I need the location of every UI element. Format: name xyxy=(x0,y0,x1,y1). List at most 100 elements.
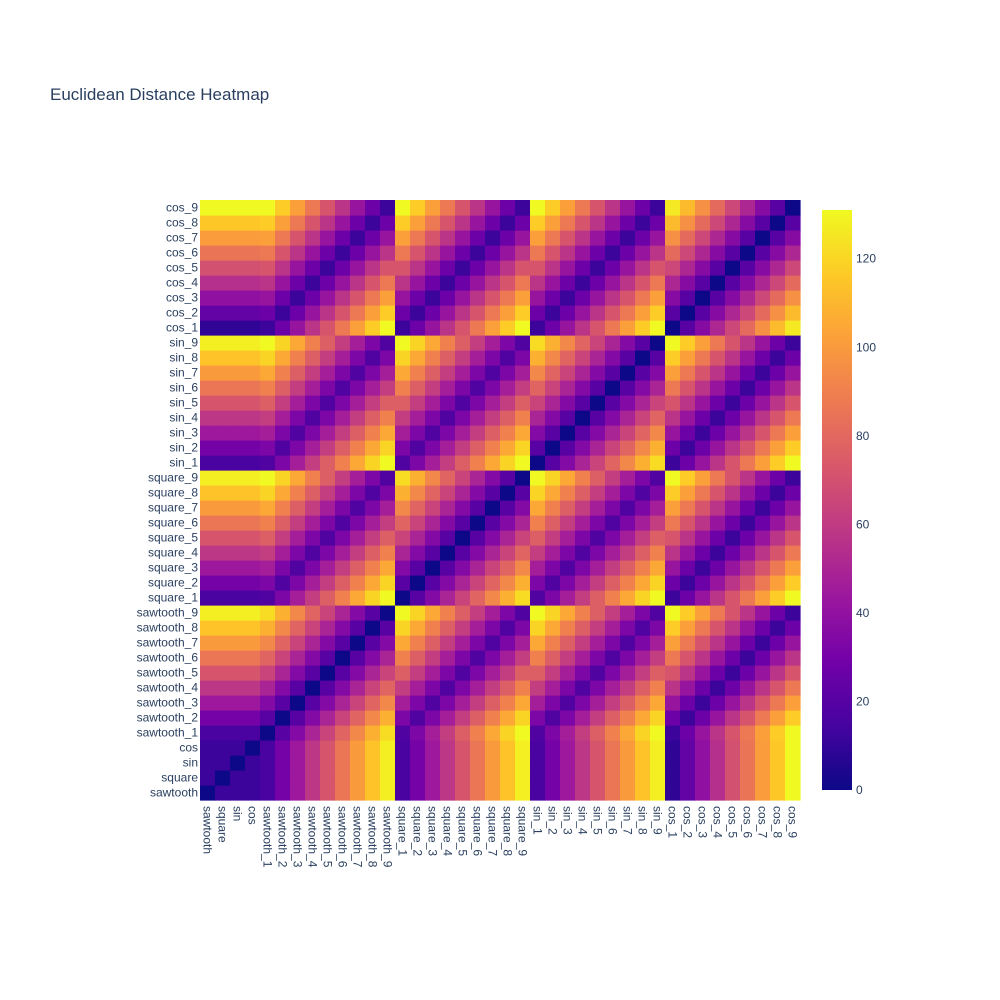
heatmap-cell xyxy=(635,230,651,246)
heatmap-cell xyxy=(725,440,741,456)
heatmap-cell xyxy=(635,305,651,321)
heatmap-cell xyxy=(245,725,261,741)
heatmap-cell xyxy=(515,710,531,726)
heatmap-cell xyxy=(620,305,636,321)
heatmap-cell xyxy=(260,665,276,681)
heatmap-cell xyxy=(200,755,216,771)
heatmap-cell xyxy=(290,500,306,516)
heatmap-cell xyxy=(500,500,516,516)
heatmap-cell xyxy=(710,350,726,366)
heatmap-cell xyxy=(755,635,771,651)
heatmap-cell xyxy=(410,410,426,426)
heatmap-cell xyxy=(380,350,396,366)
heatmap-cell xyxy=(560,455,576,471)
heatmap-cell xyxy=(230,455,246,471)
heatmap-cell xyxy=(695,770,711,786)
heatmap-cell xyxy=(695,425,711,441)
heatmap-cell xyxy=(530,440,546,456)
x-tick-label: sin_7 xyxy=(621,806,635,835)
heatmap-cell xyxy=(785,365,801,381)
heatmap-cell xyxy=(455,530,471,546)
heatmap-cell xyxy=(200,215,216,231)
heatmap-cell xyxy=(560,695,576,711)
heatmap-cell xyxy=(290,695,306,711)
x-tick-label: sin_8 xyxy=(636,806,650,835)
heatmap-cell xyxy=(755,320,771,336)
heatmap-cell xyxy=(305,455,321,471)
heatmap-cell xyxy=(545,335,561,351)
heatmap-cell xyxy=(335,320,351,336)
heatmap-cell xyxy=(395,350,411,366)
heatmap-cell xyxy=(755,545,771,561)
heatmap-cell xyxy=(410,500,426,516)
heatmap-cell xyxy=(470,470,486,486)
heatmap-cell xyxy=(470,740,486,756)
heatmap-cell xyxy=(290,215,306,231)
heatmap-cell xyxy=(605,230,621,246)
heatmap-cell xyxy=(395,485,411,501)
heatmap-cell xyxy=(425,395,441,411)
heatmap-cell xyxy=(740,290,756,306)
heatmap-cell xyxy=(725,365,741,381)
heatmap-cell xyxy=(440,305,456,321)
heatmap-cell xyxy=(755,380,771,396)
heatmap-cell xyxy=(515,590,531,606)
heatmap-cell xyxy=(770,440,786,456)
heatmap-cell xyxy=(305,260,321,276)
heatmap-cell xyxy=(680,695,696,711)
heatmap-cell xyxy=(530,635,546,651)
heatmap-cell xyxy=(305,230,321,246)
heatmap-cell xyxy=(710,485,726,501)
heatmap-cell xyxy=(335,395,351,411)
heatmap-cell xyxy=(560,680,576,696)
heatmap-cell xyxy=(290,620,306,636)
heatmap-cell xyxy=(455,515,471,531)
heatmap-cell xyxy=(275,680,291,696)
heatmap-cell xyxy=(335,350,351,366)
heatmap-cell xyxy=(620,320,636,336)
heatmap-cell xyxy=(740,740,756,756)
heatmap-cell xyxy=(590,410,606,426)
heatmap-cell xyxy=(665,785,681,801)
heatmap-cell xyxy=(485,410,501,426)
heatmap-cell xyxy=(575,245,591,261)
heatmap-cell xyxy=(500,545,516,561)
heatmap-cell xyxy=(215,575,231,591)
heatmap-cell xyxy=(665,455,681,471)
x-tick-label: sawtooth_4 xyxy=(306,806,320,868)
x-tick-label: sawtooth_5 xyxy=(321,806,335,868)
heatmap-cell xyxy=(410,305,426,321)
heatmap-cell xyxy=(680,260,696,276)
heatmap-cell xyxy=(395,380,411,396)
heatmap-cell xyxy=(560,410,576,426)
heatmap-cell xyxy=(560,740,576,756)
heatmap-cell xyxy=(770,365,786,381)
heatmap-cell xyxy=(650,770,666,786)
heatmap-cell xyxy=(620,455,636,471)
heatmap-cell xyxy=(440,560,456,576)
heatmap-cell xyxy=(485,440,501,456)
heatmap-cell xyxy=(755,425,771,441)
heatmap-cell xyxy=(365,635,381,651)
heatmap-cell xyxy=(590,680,606,696)
heatmap-cell xyxy=(515,755,531,771)
heatmap-cell xyxy=(350,200,366,216)
heatmap-cell xyxy=(440,260,456,276)
heatmap-cell xyxy=(455,695,471,711)
heatmap-cell xyxy=(635,515,651,531)
heatmap-cell xyxy=(500,485,516,501)
heatmap-cell xyxy=(665,650,681,666)
heatmap-cell xyxy=(245,770,261,786)
heatmap-cell xyxy=(650,320,666,336)
heatmap-cell xyxy=(485,260,501,276)
heatmap-cell xyxy=(680,650,696,666)
heatmap-cell xyxy=(215,215,231,231)
heatmap-cell xyxy=(695,410,711,426)
heatmap-cell xyxy=(725,590,741,606)
heatmap-cell xyxy=(785,470,801,486)
heatmap-cell xyxy=(215,455,231,471)
heatmap-cell xyxy=(530,230,546,246)
heatmap-cell xyxy=(620,260,636,276)
heatmap-cell xyxy=(710,320,726,336)
heatmap-cell xyxy=(335,335,351,351)
